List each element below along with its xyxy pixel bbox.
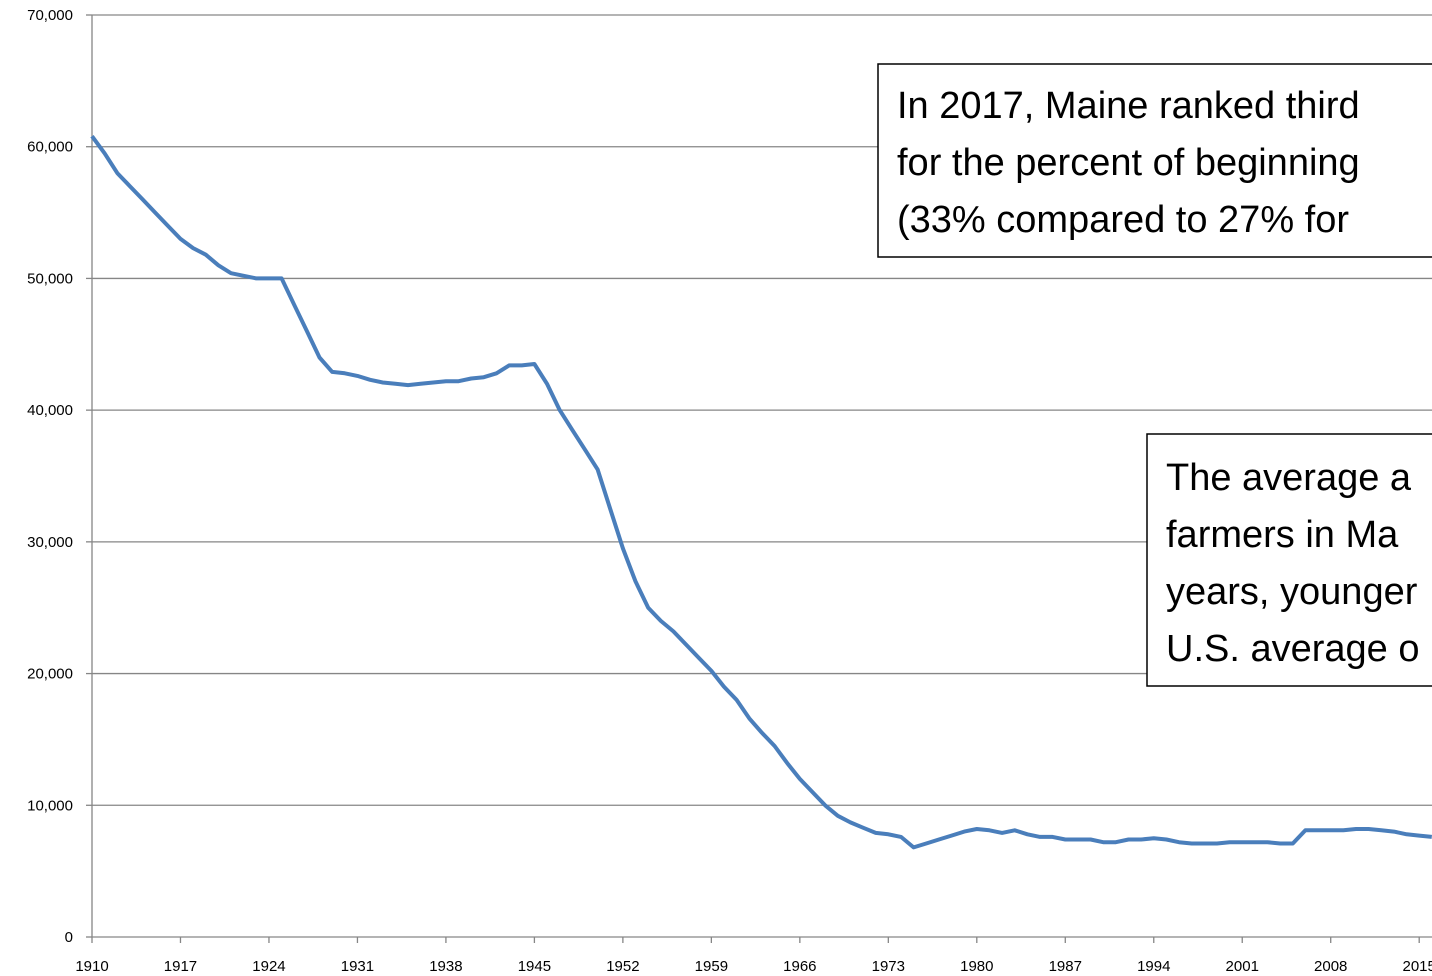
x-tick-label: 1994 xyxy=(1137,958,1170,975)
y-tick-label: 70,000 xyxy=(27,7,73,24)
x-tick-label: 1980 xyxy=(960,958,993,975)
x-tick-label: 1945 xyxy=(518,958,551,975)
annotation-text: farmers in Ma xyxy=(1166,514,1399,556)
annotation-text: U.S. average o xyxy=(1166,628,1419,670)
x-tick-label: 1931 xyxy=(341,958,374,975)
x-tick-label: 1917 xyxy=(164,958,197,975)
x-tick-label: 1987 xyxy=(1049,958,1082,975)
annotation-text: (33% compared to 27% for xyxy=(897,199,1349,241)
x-tick-label: 2008 xyxy=(1314,958,1347,975)
y-tick-label: 60,000 xyxy=(27,139,73,156)
annotation-text: In 2017, Maine ranked third xyxy=(897,85,1360,127)
annotation-text: The average a xyxy=(1166,457,1412,499)
x-tick-label: 1959 xyxy=(695,958,728,975)
x-tick-label: 1924 xyxy=(252,958,285,975)
annotation-text: years, younger xyxy=(1166,571,1418,613)
annotation-box xyxy=(877,63,1432,258)
x-tick-label: 1973 xyxy=(872,958,905,975)
line xyxy=(90,135,1432,850)
y-tick-label: 10,000 xyxy=(27,797,73,814)
x-tick-label: 2001 xyxy=(1226,958,1259,975)
y-tick-label: 50,000 xyxy=(27,270,73,287)
x-tick-label: 1910 xyxy=(75,958,108,975)
annotation-box xyxy=(1146,433,1432,687)
x-tick-label: 1966 xyxy=(783,958,816,975)
y-tick-label: 20,000 xyxy=(27,666,73,683)
annotation-text: for the percent of beginning xyxy=(897,142,1360,184)
y-tick-label: 30,000 xyxy=(27,534,73,551)
x-tick-label: 2015 xyxy=(1403,958,1432,975)
x-tick-label: 1938 xyxy=(429,958,462,975)
x-tick-label: 1952 xyxy=(606,958,639,975)
y-tick-label: 40,000 xyxy=(27,402,73,419)
y-tick-label: 0 xyxy=(65,929,73,946)
